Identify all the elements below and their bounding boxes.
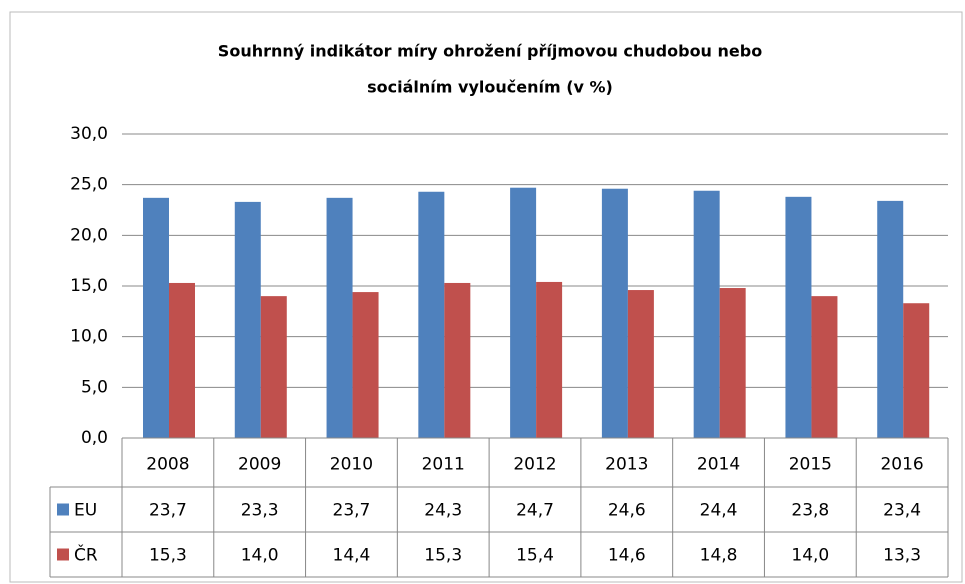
bar <box>601 188 628 438</box>
y-tick-label: 20,0 <box>70 225 108 245</box>
legend-label: EU <box>74 501 97 521</box>
bar <box>169 282 195 438</box>
bar <box>536 281 563 438</box>
x-tick-label: 2009 <box>238 455 281 475</box>
table-cell: 23,8 <box>791 501 829 521</box>
table-cell: 14,6 <box>608 546 646 566</box>
y-tick-label: 10,0 <box>70 327 108 347</box>
table-cell: 13,3 <box>883 546 921 566</box>
bar <box>143 197 169 438</box>
bar <box>418 191 445 438</box>
bar <box>877 200 904 438</box>
chart-title: sociálním vyloučením (v %) <box>367 78 613 97</box>
bar <box>719 288 746 438</box>
table-cell: 24,7 <box>516 501 554 521</box>
bar <box>693 190 720 438</box>
bar <box>444 282 471 438</box>
bar <box>352 292 379 438</box>
table-cell: 14,0 <box>791 546 829 566</box>
bar <box>260 296 287 438</box>
table-cell: 23,4 <box>883 501 921 521</box>
y-tick-label: 30,0 <box>70 124 108 144</box>
table-cell: 14,4 <box>333 546 371 566</box>
legend-label: ČR <box>74 544 98 566</box>
table-cell: 23,7 <box>149 501 187 521</box>
legend-key <box>57 503 69 516</box>
x-tick-label: 2016 <box>880 455 923 475</box>
y-tick-label: 0,0 <box>81 428 108 448</box>
x-tick-label: 2008 <box>146 455 189 475</box>
table-cell: 24,6 <box>608 501 646 521</box>
table-cell: 14,0 <box>241 546 279 566</box>
table-cell: 24,3 <box>424 501 462 521</box>
table-cell: 23,3 <box>241 501 279 521</box>
table-cell: 23,7 <box>333 501 371 521</box>
table-cell: 24,4 <box>700 501 738 521</box>
x-tick-label: 2014 <box>697 455 740 475</box>
x-tick-label: 2011 <box>422 455 465 475</box>
chart-title: Souhrnný indikátor míry ohrožení příjmov… <box>218 42 762 61</box>
legend-key <box>57 548 69 561</box>
y-tick-label: 5,0 <box>81 377 108 397</box>
bar <box>627 290 654 438</box>
bar <box>234 201 261 438</box>
bar <box>326 197 353 438</box>
bar <box>510 187 537 438</box>
y-tick-label: 15,0 <box>70 276 108 296</box>
x-tick-label: 2010 <box>330 455 373 475</box>
bar <box>785 196 812 438</box>
table-cell: 15,3 <box>149 546 187 566</box>
bar <box>811 296 838 438</box>
table-cell: 15,3 <box>424 546 462 566</box>
table-cell: 15,4 <box>516 546 554 566</box>
table-cell: 14,8 <box>700 546 738 566</box>
y-tick-label: 25,0 <box>70 175 108 195</box>
x-tick-label: 2015 <box>789 455 832 475</box>
bar <box>903 303 930 438</box>
x-tick-label: 2013 <box>605 455 648 475</box>
x-tick-label: 2012 <box>513 455 556 475</box>
